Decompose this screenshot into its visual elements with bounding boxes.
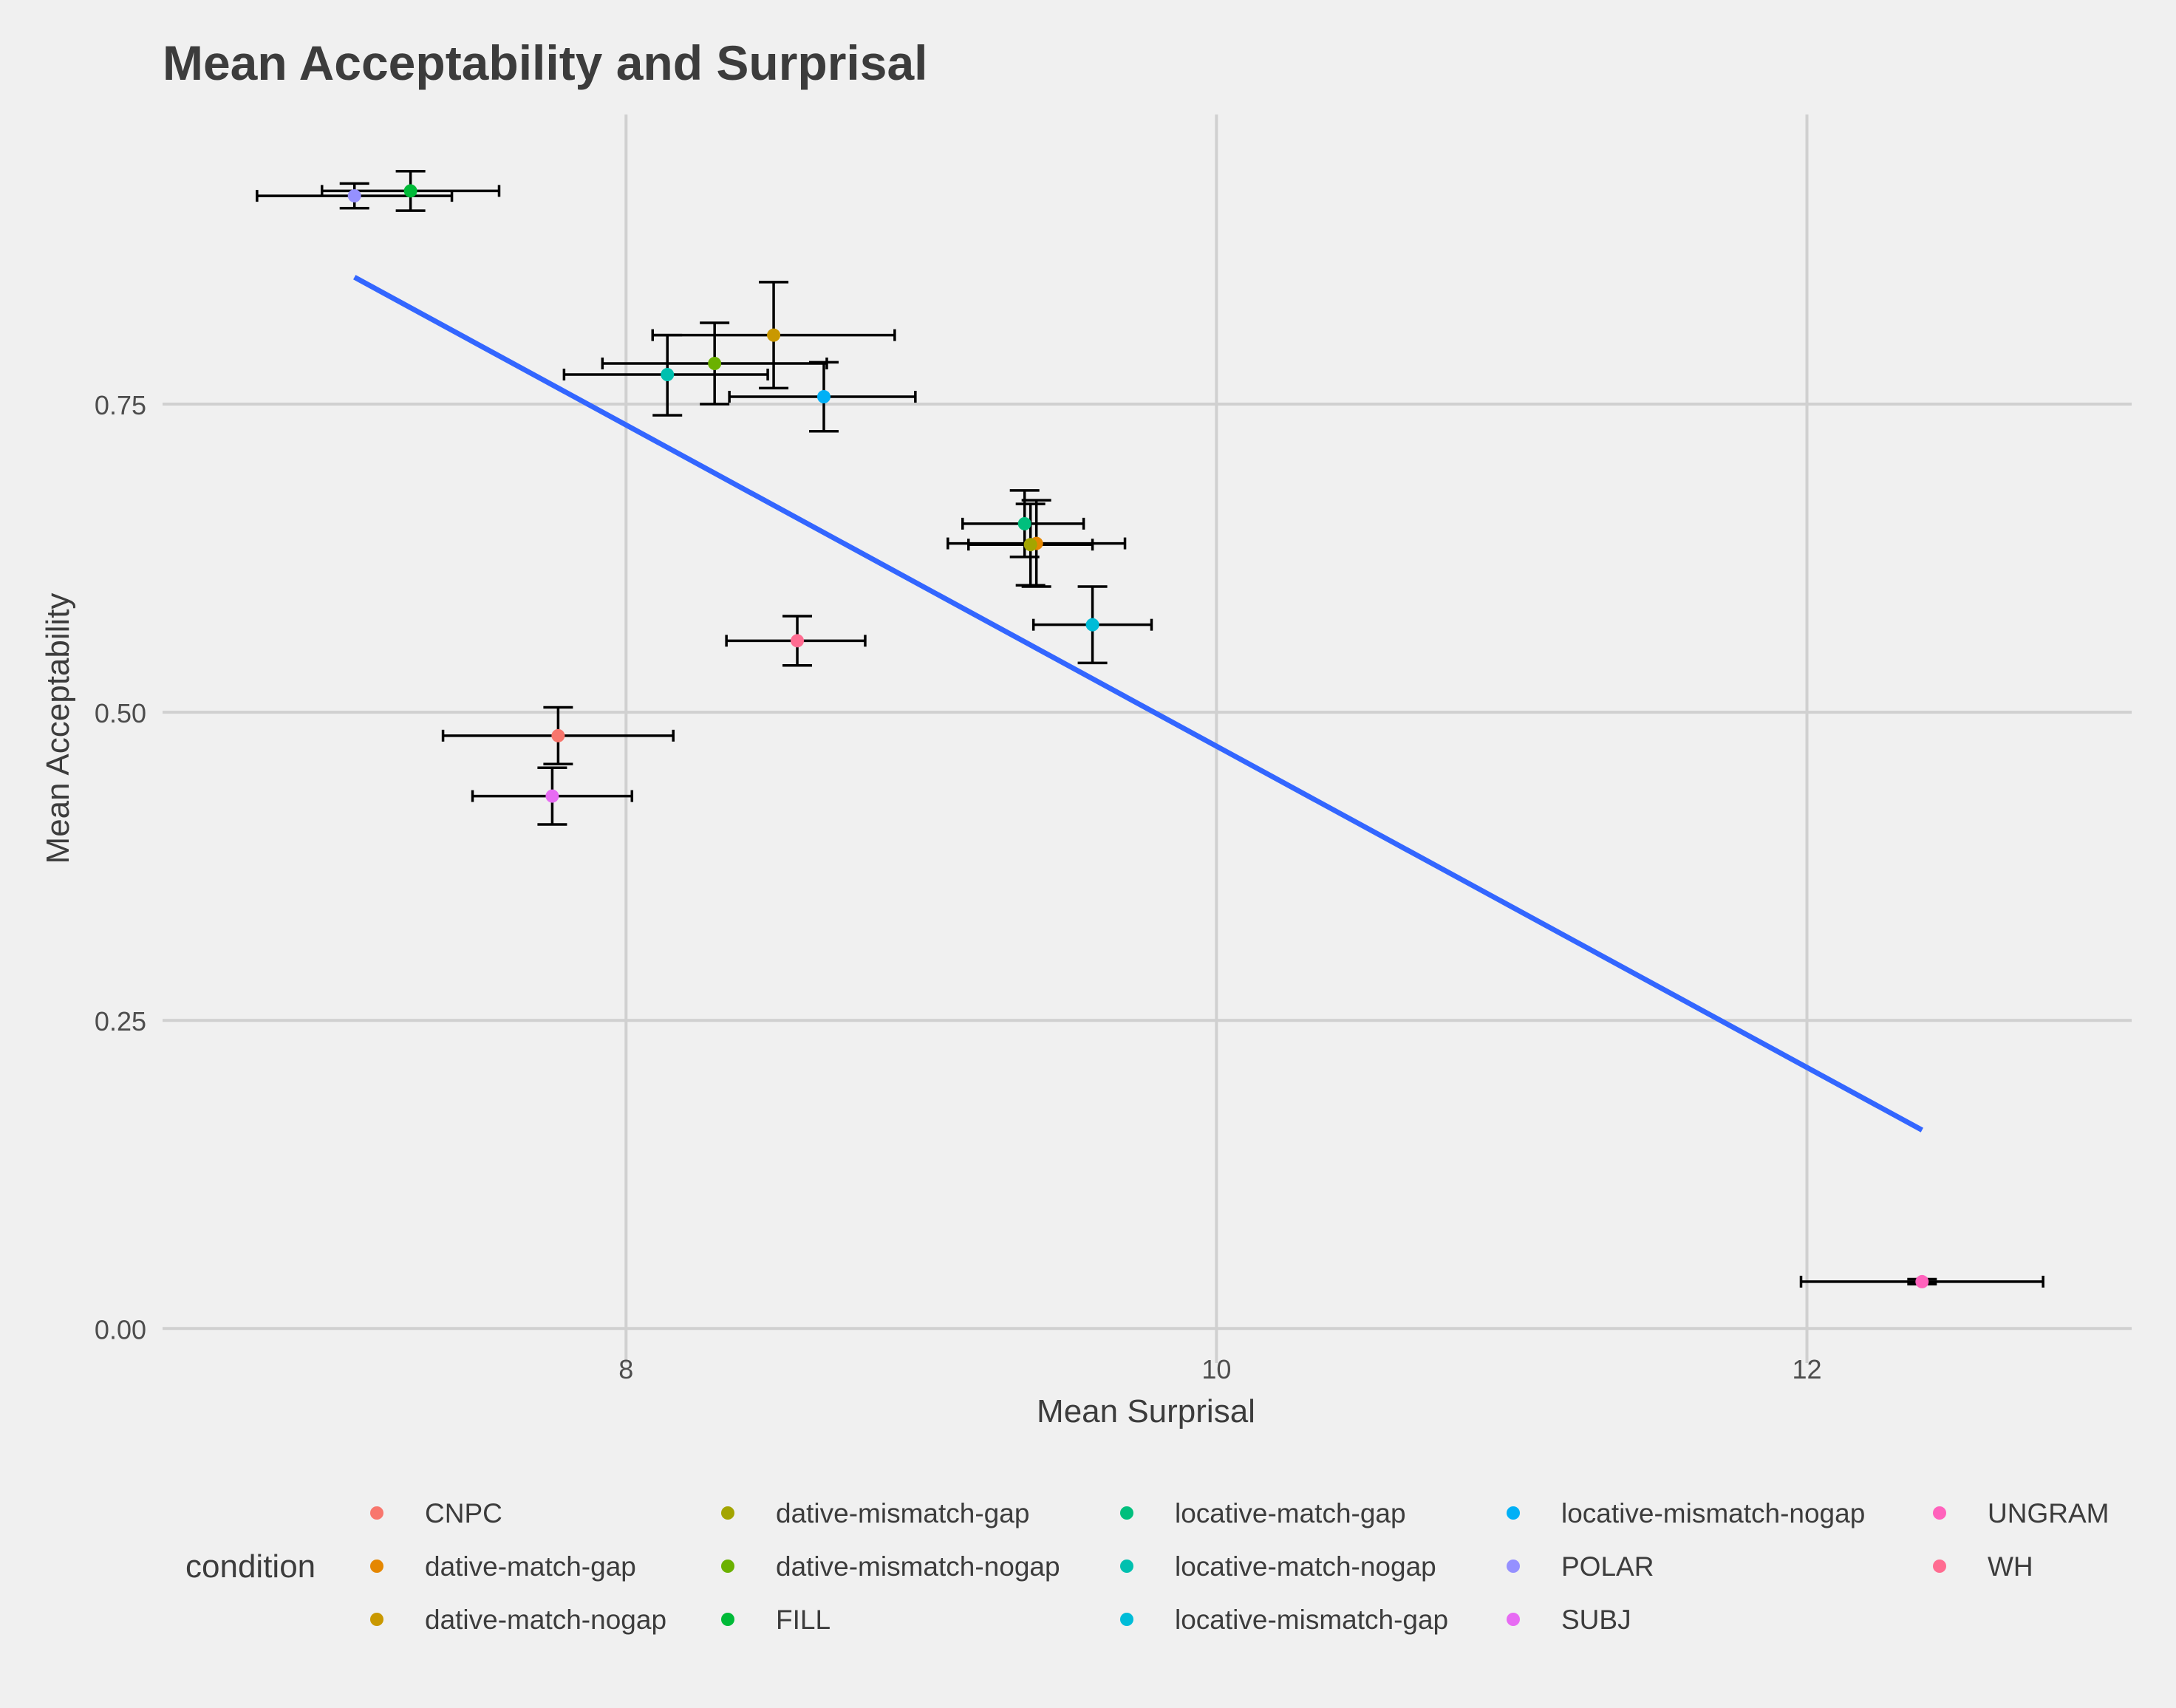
- chart-title: Mean Acceptability and Surprisal: [163, 35, 928, 90]
- data-points: [347, 184, 1929, 1288]
- x-axis-title: Mean Surprisal: [1037, 1393, 1255, 1429]
- legend-item: CNPC: [370, 1498, 502, 1528]
- data-point: [1023, 538, 1037, 552]
- legend-label: SUBJ: [1561, 1605, 1631, 1635]
- legend-label: locative-mismatch-nogap: [1561, 1498, 1865, 1528]
- legend-item: dative-match-nogap: [370, 1605, 666, 1635]
- y-tick-label: 0.25: [95, 1006, 146, 1036]
- data-point: [708, 356, 722, 370]
- legend-key: [1507, 1613, 1520, 1626]
- trend-line: [353, 275, 1923, 1133]
- legend-key: [370, 1506, 383, 1520]
- legend-label: dative-mismatch-nogap: [776, 1551, 1060, 1582]
- legend-label: locative-mismatch-gap: [1175, 1605, 1448, 1635]
- grid: [163, 115, 2132, 1363]
- data-point: [347, 189, 361, 203]
- data-point: [661, 368, 675, 382]
- legend: condition CNPC dative-match-gap dative-mat…: [185, 1498, 2109, 1635]
- legend-key: [1933, 1560, 1946, 1573]
- legend-label: UNGRAM: [1988, 1498, 2109, 1528]
- data-point: [551, 728, 565, 742]
- legend-item: UNGRAM: [1933, 1498, 2109, 1528]
- legend-label: dative-match-nogap: [425, 1605, 666, 1635]
- legend-key: [1120, 1613, 1133, 1626]
- legend-key: [721, 1613, 734, 1626]
- legend-key: [1507, 1560, 1520, 1573]
- legend-label: dative-mismatch-gap: [776, 1498, 1029, 1528]
- data-point: [1085, 618, 1099, 632]
- legend-key: [1507, 1506, 1520, 1520]
- legend-key: [1120, 1506, 1133, 1520]
- legend-item: locative-mismatch-nogap: [1507, 1498, 1865, 1528]
- legend-label: dative-match-gap: [425, 1551, 636, 1582]
- data-point: [1915, 1274, 1929, 1288]
- data-point: [816, 390, 831, 404]
- y-tick-label: 0.75: [95, 390, 146, 420]
- legend-label: WH: [1988, 1551, 2033, 1582]
- legend-item: SUBJ: [1507, 1605, 1631, 1635]
- legend-item: locative-match-gap: [1120, 1498, 1406, 1528]
- trend-line-layer: [353, 275, 1923, 1133]
- tick-labels: 0.00 0.25 0.50 0.75 8 10 12: [95, 390, 1822, 1384]
- legend-item: locative-mismatch-gap: [1120, 1605, 1448, 1635]
- x-tick-label: 10: [1201, 1354, 1231, 1384]
- data-point: [791, 634, 805, 648]
- y-tick-label: 0.00: [95, 1314, 146, 1345]
- legend-label: POLAR: [1561, 1551, 1654, 1582]
- legend-label: CNPC: [425, 1498, 502, 1528]
- legend-item: WH: [1933, 1551, 2033, 1582]
- x-tick-label: 12: [1792, 1354, 1821, 1384]
- data-point: [767, 328, 781, 342]
- legend-key: [721, 1560, 734, 1573]
- x-tick-label: 8: [618, 1354, 633, 1384]
- legend-key: [1933, 1506, 1946, 1520]
- legend-label: locative-match-gap: [1175, 1498, 1406, 1528]
- legend-key: [1120, 1560, 1133, 1573]
- legend-key: [370, 1613, 383, 1626]
- data-point: [545, 789, 559, 803]
- legend-label: FILL: [776, 1605, 831, 1635]
- legend-item: locative-match-nogap: [1120, 1551, 1436, 1582]
- legend-key: [370, 1560, 383, 1573]
- legend-item: POLAR: [1507, 1551, 1654, 1582]
- data-point: [403, 184, 417, 198]
- legend-item: dative-mismatch-nogap: [721, 1551, 1060, 1582]
- y-tick-label: 0.50: [95, 698, 146, 728]
- legend-item: dative-match-gap: [370, 1551, 636, 1582]
- legend-key: [721, 1506, 734, 1520]
- legend-item: FILL: [721, 1605, 831, 1635]
- legend-title: condition: [185, 1548, 316, 1585]
- legend-item: dative-mismatch-gap: [721, 1498, 1029, 1528]
- legend-label: locative-match-nogap: [1175, 1551, 1436, 1582]
- y-axis-title: Mean Acceptability: [40, 593, 76, 864]
- data-point: [1017, 516, 1031, 530]
